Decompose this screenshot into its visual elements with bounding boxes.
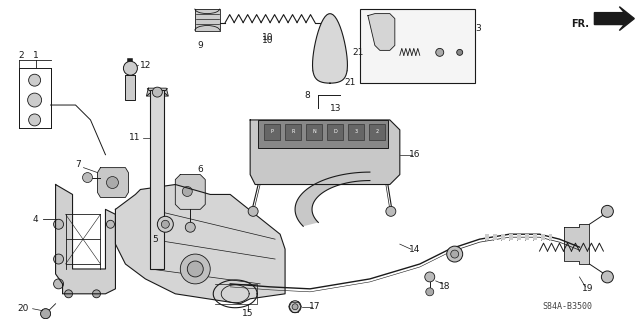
- Polygon shape: [525, 234, 529, 240]
- Bar: [360, 9, 475, 83]
- Text: 1: 1: [33, 51, 38, 60]
- Circle shape: [386, 206, 396, 216]
- Circle shape: [457, 49, 463, 55]
- Text: 6: 6: [197, 165, 203, 174]
- Circle shape: [602, 271, 613, 283]
- Bar: [348, 124, 364, 140]
- Circle shape: [106, 177, 118, 188]
- Polygon shape: [312, 14, 348, 83]
- Circle shape: [426, 288, 434, 296]
- Circle shape: [83, 172, 93, 182]
- Text: 4: 4: [33, 215, 38, 224]
- Bar: [327, 124, 343, 140]
- Bar: [264, 124, 280, 140]
- Circle shape: [180, 254, 210, 284]
- Text: 9: 9: [197, 41, 203, 50]
- Polygon shape: [195, 9, 220, 30]
- Polygon shape: [250, 120, 400, 185]
- Bar: [258, 120, 388, 148]
- Polygon shape: [500, 234, 504, 240]
- Circle shape: [28, 93, 42, 107]
- Circle shape: [54, 219, 63, 229]
- Circle shape: [188, 261, 204, 277]
- Polygon shape: [516, 234, 520, 240]
- Circle shape: [54, 254, 63, 264]
- Text: 10: 10: [262, 36, 274, 45]
- Text: FR.: FR.: [572, 19, 589, 28]
- Circle shape: [182, 187, 192, 196]
- Text: 8: 8: [304, 91, 310, 100]
- Circle shape: [602, 205, 613, 217]
- Polygon shape: [115, 185, 285, 304]
- Text: 3: 3: [355, 129, 358, 134]
- Bar: [19, 68, 51, 128]
- Text: 21: 21: [344, 78, 356, 87]
- Polygon shape: [509, 234, 513, 240]
- Polygon shape: [295, 172, 370, 226]
- Circle shape: [451, 250, 459, 258]
- Polygon shape: [368, 14, 395, 50]
- Circle shape: [65, 290, 72, 298]
- Text: 3: 3: [475, 24, 481, 33]
- Text: 13: 13: [330, 103, 342, 113]
- Circle shape: [29, 74, 40, 86]
- Bar: [150, 90, 164, 269]
- Text: 20: 20: [17, 304, 29, 313]
- Polygon shape: [175, 175, 205, 209]
- Bar: [369, 124, 385, 140]
- Circle shape: [292, 304, 298, 310]
- Bar: [285, 124, 301, 140]
- Text: S84A-B3500: S84A-B3500: [543, 302, 593, 311]
- Polygon shape: [147, 88, 168, 96]
- Circle shape: [161, 220, 170, 228]
- Circle shape: [152, 87, 163, 97]
- Circle shape: [425, 272, 435, 282]
- Text: P: P: [271, 129, 273, 134]
- Polygon shape: [564, 224, 589, 264]
- Polygon shape: [484, 234, 488, 240]
- Polygon shape: [595, 7, 634, 30]
- Circle shape: [106, 220, 115, 228]
- Circle shape: [29, 114, 40, 126]
- Circle shape: [436, 48, 444, 56]
- Text: D: D: [333, 129, 337, 134]
- Text: N: N: [312, 129, 316, 134]
- Text: 2: 2: [19, 51, 24, 60]
- Text: 16: 16: [409, 150, 420, 159]
- Circle shape: [157, 216, 173, 232]
- Text: 5: 5: [152, 235, 158, 244]
- Text: 7: 7: [75, 160, 81, 169]
- Circle shape: [289, 301, 301, 313]
- Text: 11: 11: [129, 133, 140, 142]
- Circle shape: [186, 222, 195, 232]
- Text: 12: 12: [140, 61, 152, 70]
- Polygon shape: [493, 234, 497, 240]
- Polygon shape: [532, 234, 536, 240]
- Text: 2: 2: [375, 129, 378, 134]
- Text: 17: 17: [309, 302, 321, 311]
- Text: 19: 19: [582, 284, 593, 293]
- Polygon shape: [97, 168, 129, 197]
- Bar: [125, 75, 136, 100]
- Circle shape: [40, 309, 51, 319]
- Bar: [306, 124, 322, 140]
- Polygon shape: [541, 234, 545, 240]
- Polygon shape: [548, 234, 552, 240]
- Circle shape: [447, 246, 463, 262]
- Text: 10: 10: [262, 33, 274, 42]
- Text: 18: 18: [439, 282, 451, 291]
- Text: 15: 15: [243, 309, 254, 318]
- Circle shape: [124, 61, 138, 75]
- Text: 21: 21: [352, 48, 364, 57]
- Text: R: R: [291, 129, 295, 134]
- Circle shape: [248, 206, 258, 216]
- Text: 14: 14: [409, 244, 420, 254]
- Circle shape: [93, 290, 100, 298]
- Circle shape: [54, 279, 63, 289]
- Polygon shape: [56, 185, 115, 294]
